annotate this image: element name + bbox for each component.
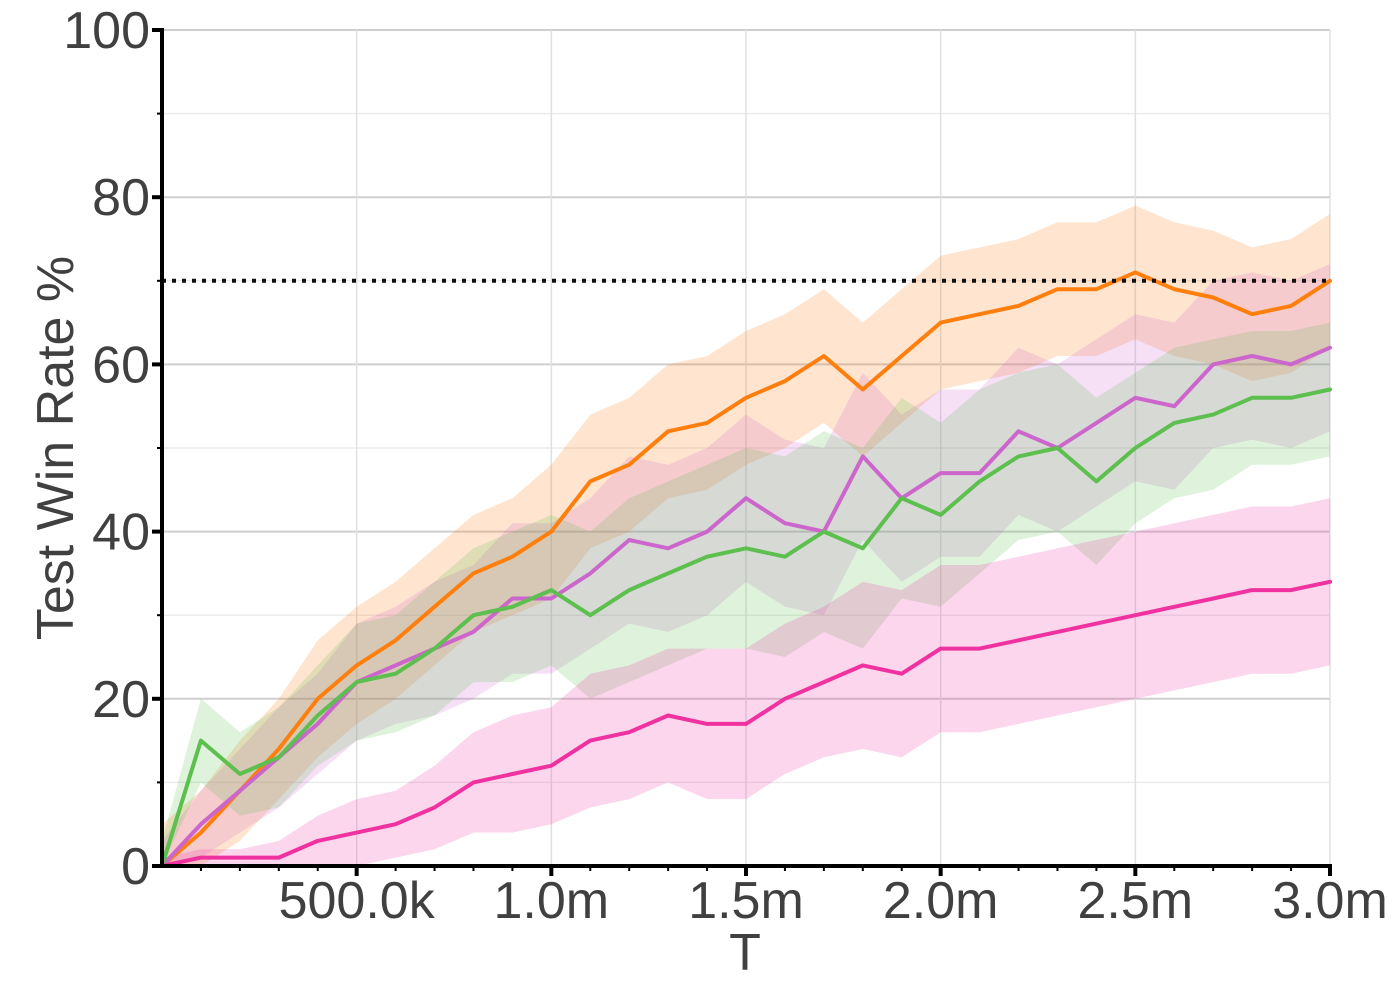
grid	[162, 29, 1331, 867]
band-series-4	[162, 498, 1330, 866]
y-tick-label: 80	[92, 169, 150, 227]
band-series-3	[162, 322, 1330, 867]
y-tick-label: 60	[92, 336, 150, 394]
y-tick-label: 0	[121, 838, 150, 896]
x-tick-label: 3.0m	[1272, 872, 1388, 930]
line-series-3	[160, 387, 1332, 868]
x-tick-label: 500.0k	[279, 872, 436, 930]
x-tick-label: 2.0m	[883, 872, 999, 930]
x-tick-labels: 500.0k 1.0m 1.5m 2.0m 2.5m 3.0m	[279, 872, 1388, 930]
y-tick-label: 100	[63, 2, 150, 60]
line-series-1	[160, 270, 1332, 868]
confidence-bands	[162, 205, 1330, 867]
y-axis-title: Test Win Rate %	[27, 256, 85, 640]
series-lines	[160, 270, 1332, 868]
x-tick-label: 1.0m	[494, 872, 610, 930]
y-tick-labels: 0 20 40 60 80 100	[63, 2, 150, 896]
x-axis-title: T	[729, 924, 761, 982]
line-series-4	[160, 579, 1332, 868]
x-tick-label: 2.5m	[1078, 872, 1194, 930]
axes	[152, 28, 1332, 876]
x-tick-label: 1.5m	[688, 872, 804, 930]
y-tick-label: 20	[92, 671, 150, 729]
y-tick-label: 40	[92, 504, 150, 562]
band-series-1	[162, 205, 1330, 867]
band-series-2	[162, 264, 1330, 867]
